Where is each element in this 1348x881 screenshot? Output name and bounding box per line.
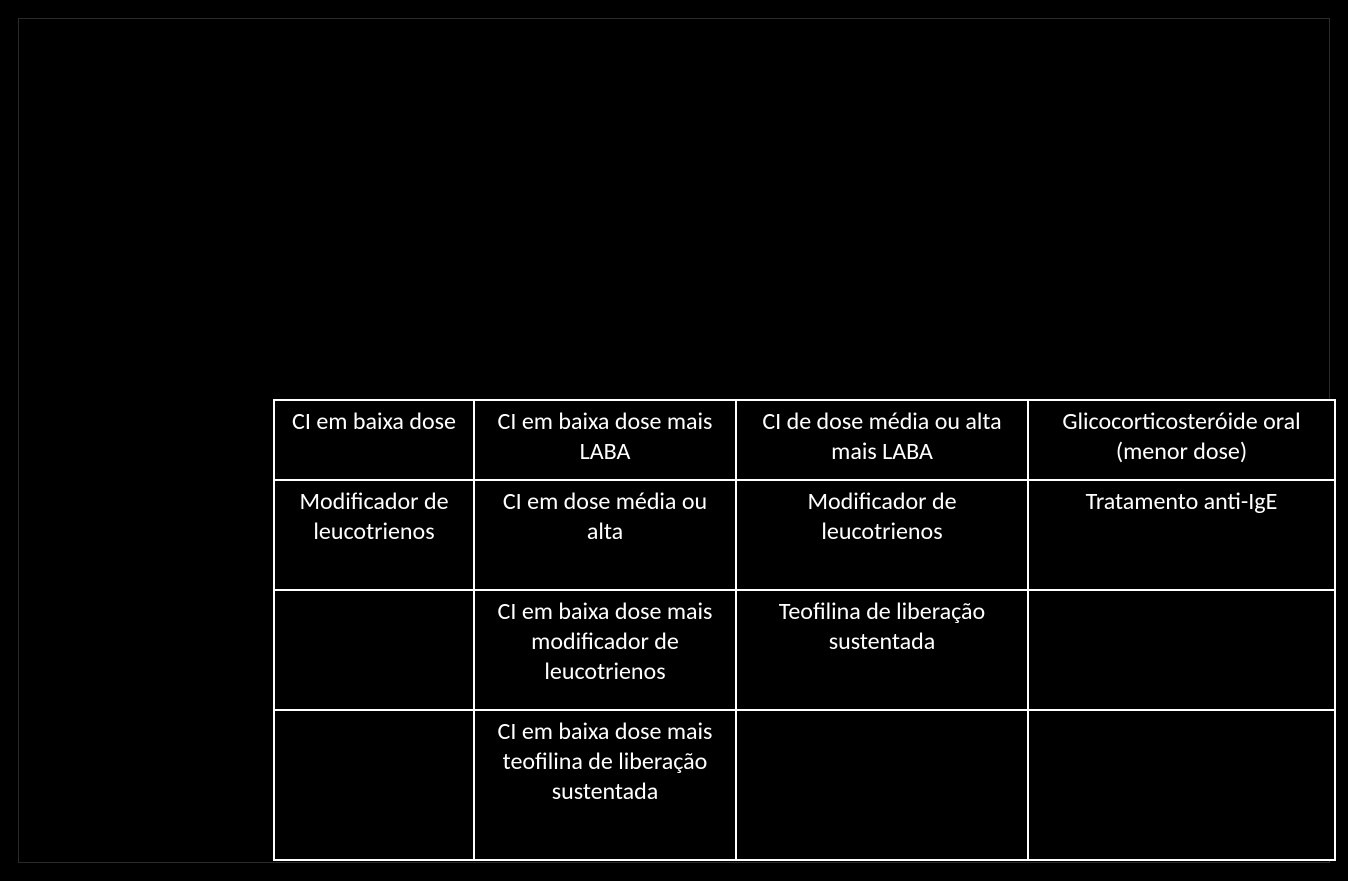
table-cell: CI de dose média ou alta mais LABA [736, 400, 1028, 480]
table-cell: CI em baixa dose [274, 400, 474, 480]
table-cell: Modificador de leucotrienos [736, 480, 1028, 590]
table-cell: Tratamento anti-IgE [1028, 480, 1335, 590]
table-cell-empty [274, 710, 474, 860]
table-cell: Teofilina de liberação sustentada [736, 590, 1028, 710]
table-cell: CI em baixa dose mais LABA [474, 400, 736, 480]
treatment-options-table: CI em baixa dose CI em baixa dose mais L… [273, 399, 1336, 861]
table-row: CI em baixa dose mais modificador de leu… [274, 590, 1335, 710]
table-cell-empty [736, 710, 1028, 860]
table-cell-empty [1028, 590, 1335, 710]
table-row: Modificador de leucotrienos CI em dose m… [274, 480, 1335, 590]
table-cell: CI em baixa dose mais teofilina de liber… [474, 710, 736, 860]
table-cell-empty [274, 590, 474, 710]
table-row: CI em baixa dose CI em baixa dose mais L… [274, 400, 1335, 480]
slide-frame: CI em baixa dose CI em baixa dose mais L… [18, 18, 1330, 863]
table-cell: Modificador de leucotrienos [274, 480, 474, 590]
table-cell: Glicocorticosteróide oral (menor dose) [1028, 400, 1335, 480]
table-cell: CI em dose média ou alta [474, 480, 736, 590]
treatment-options-table-wrap: CI em baixa dose CI em baixa dose mais L… [273, 399, 1334, 861]
table-cell-empty [1028, 710, 1335, 860]
table-row: CI em baixa dose mais teofilina de liber… [274, 710, 1335, 860]
table-cell: CI em baixa dose mais modificador de leu… [474, 590, 736, 710]
